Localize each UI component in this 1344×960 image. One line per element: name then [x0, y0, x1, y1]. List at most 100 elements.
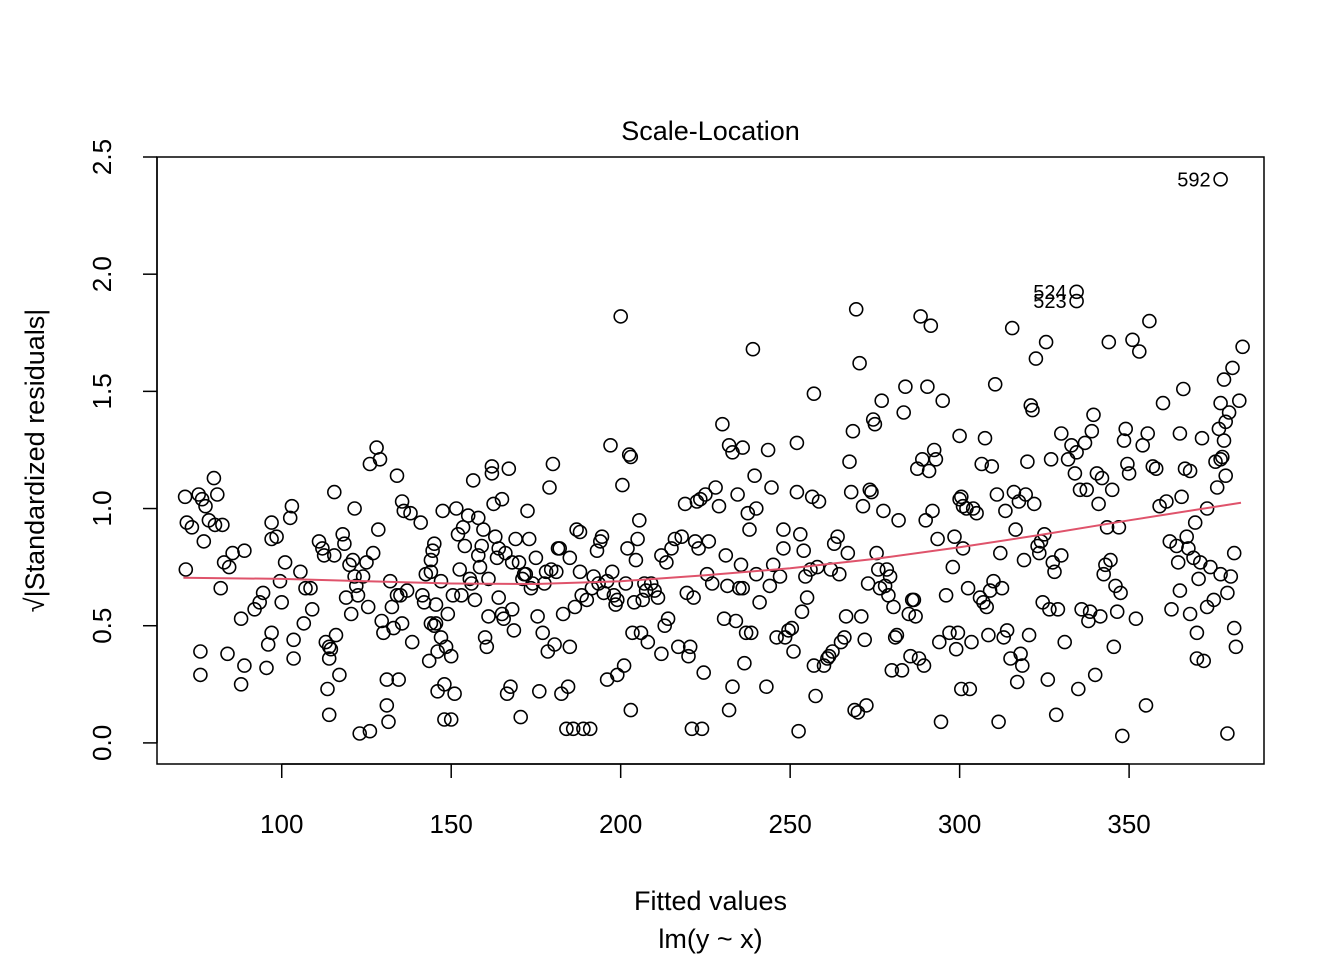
data-point — [452, 562, 468, 577]
data-point — [315, 541, 330, 556]
data-point — [1047, 564, 1062, 580]
data-point — [874, 393, 890, 409]
data-point — [977, 430, 993, 446]
data-point — [221, 559, 237, 575]
data-point — [948, 641, 964, 657]
data-point — [426, 618, 442, 634]
data-point — [1203, 559, 1218, 575]
data-point — [650, 590, 666, 605]
data-point — [660, 611, 676, 627]
data-point — [667, 531, 683, 547]
data-point — [1096, 566, 1111, 582]
data-point — [694, 721, 710, 737]
data-point — [1021, 627, 1037, 643]
data-point — [498, 545, 513, 561]
data-point — [1009, 674, 1025, 690]
data-point — [210, 487, 225, 502]
data-point — [974, 456, 990, 472]
data-point — [1140, 426, 1155, 441]
data-point — [237, 543, 252, 559]
data-point — [901, 606, 917, 622]
data-point — [504, 555, 520, 570]
data-point — [626, 594, 642, 610]
data-point — [376, 625, 391, 641]
data-point — [1118, 421, 1133, 437]
data-point — [565, 721, 581, 737]
data-point — [969, 505, 984, 521]
data-point — [647, 583, 662, 598]
data-point — [925, 503, 940, 519]
data-point — [433, 573, 449, 589]
y-tick-label: 1.5 — [87, 373, 117, 409]
data-point — [942, 625, 957, 641]
data-point — [1042, 601, 1057, 617]
data-point — [1189, 625, 1205, 641]
data-point — [603, 437, 618, 453]
data-point — [530, 609, 545, 624]
data-point — [207, 517, 223, 533]
data-point — [269, 529, 284, 545]
data-point — [1077, 435, 1093, 451]
data-point — [613, 309, 629, 324]
data-point — [625, 625, 640, 641]
data-point — [1060, 451, 1076, 467]
data-point — [952, 491, 967, 507]
data-point — [1223, 569, 1239, 584]
data-point — [177, 489, 193, 505]
data-point — [1206, 592, 1222, 608]
data-point — [670, 639, 686, 655]
data-point — [1111, 519, 1127, 535]
data-point — [559, 721, 574, 737]
data-point — [747, 468, 762, 484]
data-point — [1004, 320, 1020, 336]
y-tick-label: 0.0 — [87, 725, 117, 761]
data-point — [938, 587, 954, 603]
data-point — [360, 599, 376, 615]
data-point — [769, 630, 784, 645]
data-point — [1106, 639, 1122, 655]
data-point — [1116, 433, 1132, 448]
data-point — [437, 712, 452, 727]
data-point — [1101, 334, 1117, 350]
data-point — [494, 491, 510, 507]
data-point — [681, 648, 696, 664]
data-point — [474, 538, 490, 554]
data-point — [859, 698, 874, 713]
data-point — [682, 639, 698, 655]
data-point — [443, 648, 459, 664]
data-point — [903, 648, 918, 664]
data-point — [1159, 494, 1174, 509]
data-point — [460, 508, 476, 523]
data-point — [620, 541, 635, 556]
data-point — [1048, 707, 1064, 723]
data-point — [323, 641, 339, 657]
data-point — [853, 609, 869, 624]
data-point — [225, 545, 240, 561]
data-point — [359, 555, 374, 570]
data-point — [1125, 332, 1140, 348]
data-point — [1121, 466, 1137, 481]
data-point — [303, 580, 318, 596]
data-point — [764, 480, 779, 495]
data-point — [1220, 726, 1235, 741]
data-point — [421, 653, 437, 669]
data-point — [731, 580, 747, 596]
x-tick-label: 250 — [768, 809, 811, 839]
data-point — [740, 505, 756, 521]
x-axis: 100 150 200 250 300 350 — [260, 763, 1151, 839]
points-layer — [177, 301, 1250, 744]
data-point — [486, 496, 501, 512]
data-point — [718, 548, 734, 563]
data-point — [604, 564, 620, 580]
data-point — [1170, 555, 1186, 570]
data-point — [1069, 444, 1084, 460]
x-tick-label: 150 — [430, 809, 473, 839]
data-point — [1067, 466, 1083, 481]
data-point — [799, 590, 815, 605]
data-point — [1235, 339, 1250, 355]
data-point — [784, 620, 800, 636]
data-point — [574, 587, 590, 603]
data-point — [206, 470, 222, 486]
data-point — [806, 658, 822, 673]
data-point — [762, 578, 778, 594]
